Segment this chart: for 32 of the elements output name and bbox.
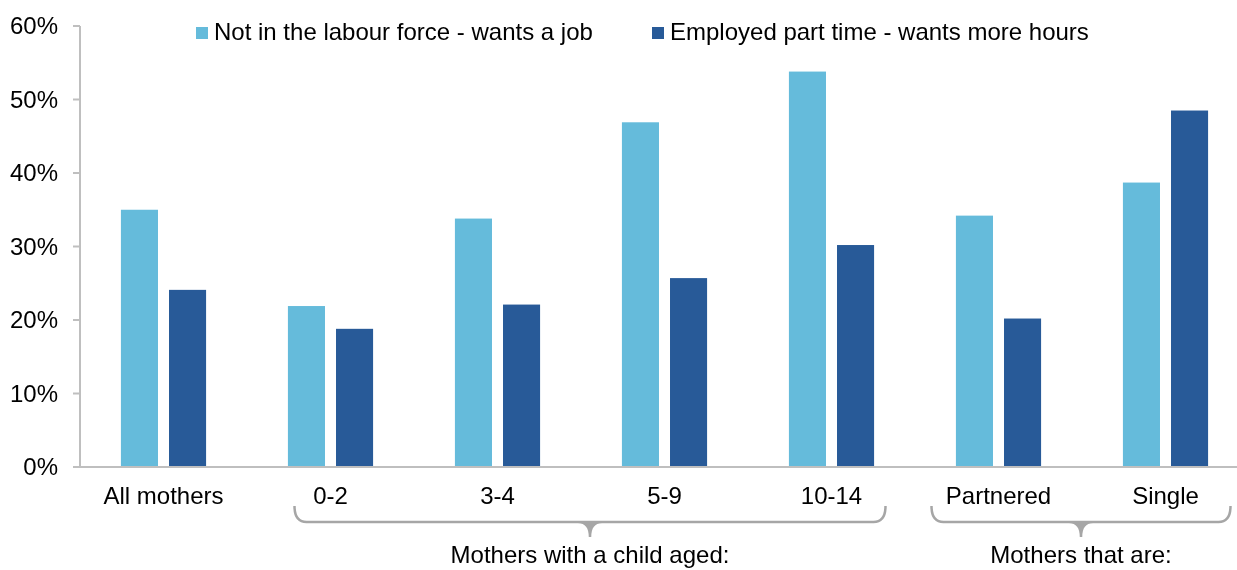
- x-tick-label: 10-14: [800, 482, 863, 509]
- y-tick-label: 0%: [23, 453, 58, 481]
- bar: [1122, 182, 1160, 467]
- bar: [621, 122, 659, 467]
- bar: [169, 289, 207, 467]
- legend-label: Not in the labour force - wants a job: [214, 18, 593, 45]
- y-tick-label: 50%: [9, 85, 58, 113]
- bar: [955, 215, 993, 467]
- x-tick-label: 5-9: [647, 482, 682, 509]
- bar: [670, 278, 708, 467]
- y-tick-label: 20%: [9, 306, 58, 334]
- text: Mothers that are:: [990, 541, 1172, 568]
- y-tick-label: 10%: [9, 379, 58, 407]
- y-tick-label: 40%: [9, 159, 58, 187]
- x-tick-label: Partnered: [945, 482, 1052, 509]
- y-tick-label: 60%: [9, 12, 58, 40]
- text: Mothers with a child aged:: [450, 541, 730, 568]
- x-tick-label: Single: [1132, 482, 1199, 509]
- bar: [503, 304, 541, 467]
- bar: [287, 306, 325, 467]
- bar: [1004, 318, 1042, 467]
- x-tick-label: 0-2: [313, 482, 348, 509]
- bar: [1171, 110, 1209, 467]
- bar: [454, 218, 492, 467]
- legend-label: Employed part time - wants more hours: [670, 18, 1089, 45]
- x-tick-label: All mothers: [103, 482, 224, 509]
- bar: [788, 71, 826, 467]
- bar: [120, 209, 158, 467]
- bar: [837, 245, 875, 467]
- bar: [336, 328, 374, 467]
- x-tick-label: 3-4: [480, 482, 515, 509]
- y-tick-label: 30%: [9, 232, 58, 260]
